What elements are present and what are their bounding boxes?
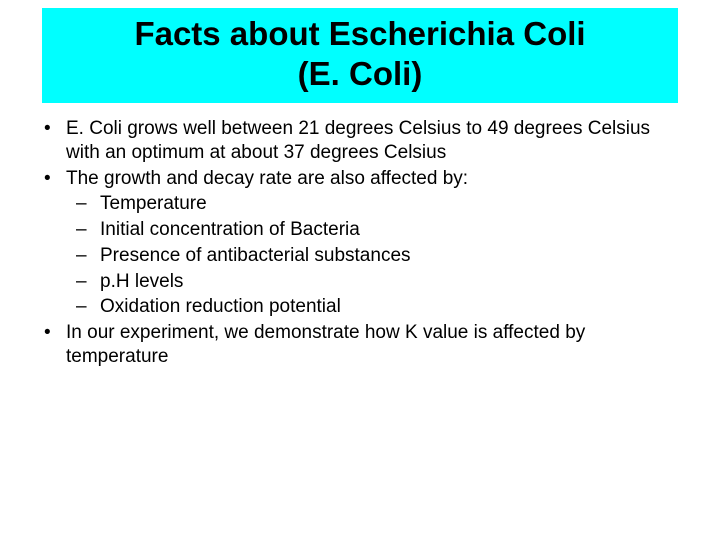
title-box: Facts about Escherichia Coli (E. Coli) xyxy=(42,8,678,103)
bullet-item: In our experiment, we demonstrate how K … xyxy=(36,321,684,369)
sub-bullet-item: Oxidation reduction potential xyxy=(66,295,684,319)
title-line-1: Facts about Escherichia Coli xyxy=(134,15,585,52)
bullet-list: E. Coli grows well between 21 degrees Ce… xyxy=(36,117,684,369)
slide: Facts about Escherichia Coli (E. Coli) E… xyxy=(0,0,720,540)
slide-content: E. Coli grows well between 21 degrees Ce… xyxy=(16,117,704,369)
sub-bullet-item: p.H levels xyxy=(66,270,684,294)
bullet-text: The growth and decay rate are also affec… xyxy=(66,168,468,189)
sub-bullet-item: Initial concentration of Bacteria xyxy=(66,218,684,242)
sub-bullet-text: p.H levels xyxy=(100,271,183,292)
title-line-2: (E. Coli) xyxy=(298,55,423,92)
sub-bullet-text: Oxidation reduction potential xyxy=(100,296,341,317)
sub-bullet-item: Temperature xyxy=(66,192,684,216)
sub-bullet-text: Temperature xyxy=(100,193,207,214)
bullet-text: E. Coli grows well between 21 degrees Ce… xyxy=(66,118,650,163)
sub-bullet-text: Initial concentration of Bacteria xyxy=(100,219,360,240)
bullet-text: In our experiment, we demonstrate how K … xyxy=(66,322,585,367)
bullet-item: E. Coli grows well between 21 degrees Ce… xyxy=(36,117,684,165)
sub-bullet-text: Presence of antibacterial substances xyxy=(100,245,411,266)
sub-bullet-item: Presence of antibacterial substances xyxy=(66,244,684,268)
bullet-item: The growth and decay rate are also affec… xyxy=(36,167,684,320)
sub-bullet-list: Temperature Initial concentration of Bac… xyxy=(66,192,684,319)
slide-title: Facts about Escherichia Coli (E. Coli) xyxy=(46,14,674,93)
